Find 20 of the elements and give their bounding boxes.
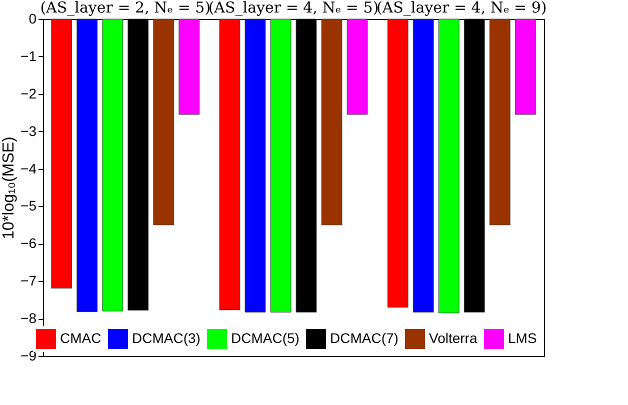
y-tick-label: −9 (20, 348, 37, 364)
y-tick-label: −3 (20, 122, 37, 139)
y-tick-label: −2 (20, 85, 37, 102)
legend-label: DCMAC(5) (231, 330, 300, 346)
y-axis-title: 10*log₁₀(MSE) (0, 136, 18, 240)
x-tick-label: (AS_layer = 4, Nₑ = 5) (208, 0, 379, 16)
y-tick-label: −6 (20, 235, 37, 252)
y-tick-label: 0 (28, 10, 37, 26)
y-tick-label: −5 (20, 198, 37, 214)
x-tick-label: (AS_layer = 2, Nₑ = 5) (40, 0, 211, 16)
y-tick-label: −7 (20, 272, 37, 289)
x-tick-label: (AS_layer = 4, Nₑ = 9) (376, 0, 547, 16)
y-tick-label: −8 (20, 310, 37, 326)
legend-label: CMAC (60, 330, 102, 346)
y-tick-label: −1 (20, 48, 37, 64)
legend-label: Volterra (429, 330, 478, 346)
legend-label: LMS (508, 330, 537, 346)
legend-label: DCMAC(3) (132, 330, 200, 346)
legend-label: DCMAC(7) (330, 330, 398, 346)
y-tick-label: −4 (20, 160, 37, 176)
